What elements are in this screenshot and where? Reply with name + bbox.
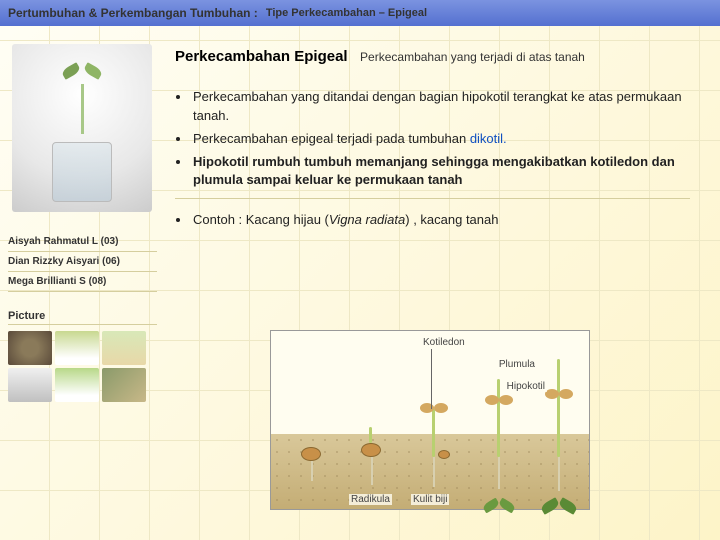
author-name: Aisyah Rahmatul L (03) [8, 232, 157, 252]
thumbnail [55, 331, 99, 365]
thumbnail [102, 368, 146, 402]
thumbnail [102, 331, 146, 365]
example-list: Contoh : Kacang hijau (Vigna radiata) , … [191, 211, 710, 230]
header-title: Pertumbuhan & Perkembangan Tumbuhan : [8, 6, 258, 20]
author-name: Mega Brillianti S (08) [8, 272, 157, 292]
main-content: Perkecambahan Epigeal Perkecambahan yang… [175, 48, 710, 234]
diagram-label-kotiledon: Kotiledon [421, 337, 467, 348]
thumbnail-strip [8, 331, 157, 402]
divider [175, 198, 690, 199]
left-column: Aisyah Rahmatul L (03) Dian Rizzky Aisya… [0, 26, 165, 402]
diagram-label-radikula: Radikula [349, 494, 392, 505]
author-list: Aisyah Rahmatul L (03) Dian Rizzky Aisya… [8, 232, 157, 292]
bullet-list: Perkecambahan yang ditandai dengan bagia… [191, 88, 710, 190]
thumbnail [8, 331, 52, 365]
bullet-item: Hipokotil rumbuh tumbuh memanjang sehing… [191, 153, 710, 191]
header-subtitle: Tipe Perkecambahan – Epigeal [266, 7, 427, 19]
hero-image [12, 44, 152, 212]
section-desc: Perkecambahan yang terjadi di atas tanah [360, 50, 585, 64]
example-item: Contoh : Kacang hijau (Vigna radiata) , … [191, 211, 710, 230]
thumbnail [8, 368, 52, 402]
dikotil-link: dikotil. [470, 131, 507, 146]
picture-label: Picture [8, 310, 157, 325]
diagram-label-hipokotil: Hipokotil [505, 381, 547, 392]
author-name: Dian Rizzky Aisyari (06) [8, 252, 157, 272]
section-title: Perkecambahan Epigeal [175, 48, 348, 65]
bullet-item: Perkecambahan yang ditandai dengan bagia… [191, 88, 710, 126]
diagram-label-kulitbiji: Kulit biji [411, 494, 449, 505]
bullet-item: Perkecambahan epigeal terjadi pada tumbu… [191, 130, 710, 149]
header-bar: Pertumbuhan & Perkembangan Tumbuhan : Ti… [0, 0, 720, 26]
thumbnail [55, 368, 99, 402]
epigeal-diagram: Kotiledon Plumula Hipokotil Radikula Kul… [270, 330, 590, 510]
diagram-label-plumula: Plumula [497, 359, 537, 370]
